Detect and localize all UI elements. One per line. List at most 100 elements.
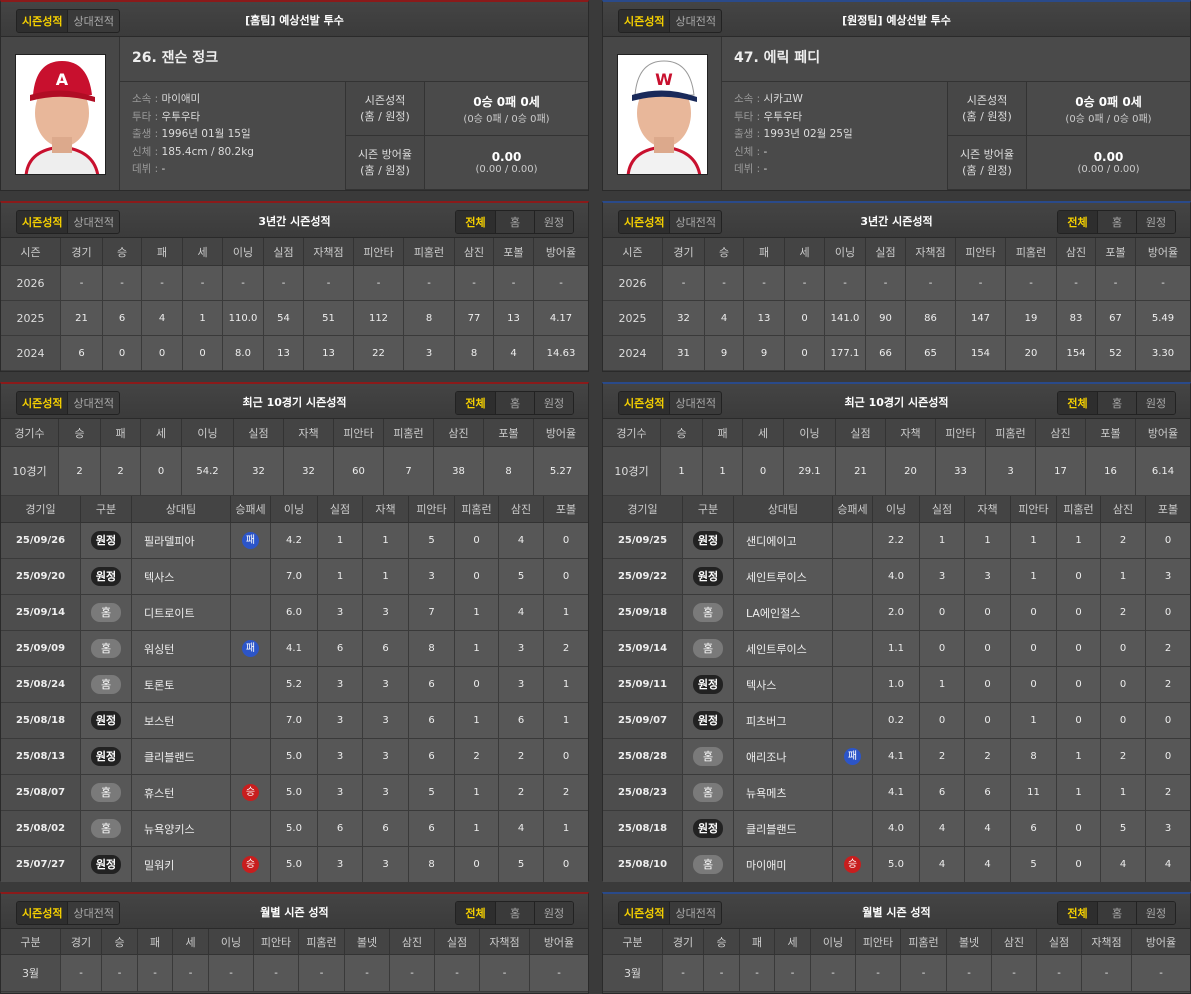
season3-row-cell: 2025	[1, 301, 61, 336]
game-er: 3	[363, 703, 409, 739]
filter-home[interactable]: 홈	[1097, 902, 1136, 924]
filter-home[interactable]: 홈	[1097, 211, 1136, 233]
filter-all[interactable]: 전체	[1058, 211, 1097, 233]
game-er: 1	[363, 523, 409, 559]
filter-home[interactable]: 홈	[495, 392, 534, 414]
filter-away[interactable]: 원정	[1136, 211, 1175, 233]
filter-away[interactable]: 원정	[1136, 902, 1175, 924]
monthly-header-row-cell: 경기	[61, 929, 102, 955]
filter-home[interactable]: 홈	[495, 211, 534, 233]
recent-summary-row-cell: 3	[986, 447, 1036, 496]
filter-all[interactable]: 전체	[456, 902, 495, 924]
game-h: 8	[409, 631, 455, 667]
season3-row-cell: -	[663, 266, 705, 301]
season3-row-cell: 1	[183, 301, 223, 336]
tab-head-to-head[interactable]: 상대전적	[73, 907, 114, 920]
game-date: 25/09/14	[603, 631, 683, 667]
game-result	[833, 559, 873, 595]
recent-summary-header-row-cell: 이닝	[784, 419, 836, 447]
season3-row-cell: 0	[103, 336, 142, 371]
recent-summary-header-row-cell: 포볼	[1086, 419, 1136, 447]
home-away-badge: 원정	[693, 531, 723, 550]
game-ip: 1.0	[873, 667, 920, 703]
season3-header-row-cell: 피안타	[354, 238, 404, 266]
recent-summary-row-cell: 16	[1086, 447, 1136, 496]
filter-home[interactable]: 홈	[495, 902, 534, 924]
game-so: 2	[1101, 523, 1146, 559]
tab-season-stats[interactable]: 시즌성적	[17, 10, 69, 32]
season3-header-row-cell: 피안타	[956, 238, 1006, 266]
game-h: 6	[409, 703, 455, 739]
tab-head-to-head[interactable]: 상대전적	[73, 397, 114, 410]
season3-row-cell: 2025	[603, 301, 663, 336]
game-log-row: 25/08/10 홈 마이애미 승 5.0 4 4 5 0 4 4	[603, 847, 1190, 883]
monthly-row-cell: 3월	[603, 955, 663, 992]
game-type: 원정	[81, 847, 132, 883]
game-r: 4	[920, 847, 965, 883]
panel-title: 월별 시즌 성적	[862, 906, 931, 919]
tab-head-to-head[interactable]: 상대전적	[675, 907, 716, 920]
monthly-row-cell: -	[811, 955, 856, 992]
filter-all[interactable]: 전체	[1058, 902, 1097, 924]
game-hr: 0	[455, 847, 499, 883]
tab-season-stats[interactable]: 시즌성적	[17, 392, 69, 414]
season3-row: 2025 21 6 4 1 110.0 54 51 112 8 77 13 4.17	[1, 301, 588, 336]
filter-all[interactable]: 전체	[456, 392, 495, 414]
tab-season-stats[interactable]: 시즌성적	[619, 211, 671, 233]
game-er: 4	[965, 847, 1011, 883]
game-result: 패	[833, 739, 873, 775]
tab-season-stats[interactable]: 시즌성적	[619, 902, 671, 924]
game-ip: 5.0	[271, 775, 318, 811]
game-so: 4	[1101, 847, 1146, 883]
panel-header: 시즌성적 상대전적 월별 시즌 성적 전체 홈 원정	[1, 894, 588, 929]
game-hr: 2	[455, 739, 499, 775]
game-log-header-row-cell: 이닝	[271, 496, 318, 523]
game-hr: 0	[455, 523, 499, 559]
season3-header-row-cell: 자책점	[906, 238, 956, 266]
tab-head-to-head[interactable]: 상대전적	[675, 15, 716, 28]
monthly-row-cell: -	[530, 955, 588, 992]
game-er: 6	[363, 631, 409, 667]
filter-home[interactable]: 홈	[1097, 392, 1136, 414]
pitcher-profile: A 26. 잰슨 정크 소속 : 마이애미 투타 : 우투우타 출생 : 1996년 0…	[1, 37, 588, 190]
tab-season-stats[interactable]: 시즌성적	[619, 10, 671, 32]
home-away-badge: 홈	[91, 675, 121, 694]
game-er: 3	[363, 739, 409, 775]
filter-all[interactable]: 전체	[456, 211, 495, 233]
stat-value-split: (0.00 / 0.00)	[1077, 164, 1140, 175]
monthly-header-row-cell: 구분	[1, 929, 61, 955]
season3-row-cell: 112	[354, 301, 404, 336]
season3-row-cell: 8.0	[223, 336, 264, 371]
recent-summary-header-row-cell: 승	[661, 419, 703, 447]
filter-all[interactable]: 전체	[1058, 392, 1097, 414]
filter-away[interactable]: 원정	[534, 211, 573, 233]
game-log-row: 25/09/07 원정 피츠버그 0.2 0 0 1 0 0 0	[603, 703, 1190, 739]
season3-header-row-cell: 실점	[264, 238, 304, 266]
tab-head-to-head[interactable]: 상대전적	[675, 397, 716, 410]
game-date: 25/08/18	[603, 811, 683, 847]
monthly-row-cell: -	[704, 955, 740, 992]
tab-head-to-head[interactable]: 상대전적	[73, 15, 114, 28]
season3-row-cell: 8	[455, 336, 494, 371]
filter-away[interactable]: 원정	[1136, 392, 1175, 414]
tab-head-to-head[interactable]: 상대전적	[73, 216, 114, 229]
tab-season-stats[interactable]: 시즌성적	[17, 211, 69, 233]
tab-season-stats[interactable]: 시즌성적	[619, 392, 671, 414]
panel-header: 시즌성적 상대전적 최근 10경기 시즌성적 전체 홈 원정	[1, 384, 588, 419]
recent-summary-row-cell: 2	[101, 447, 141, 496]
game-opp: 샌디에이고	[734, 523, 833, 559]
season3-row-cell: -	[866, 266, 906, 301]
tab-season-stats[interactable]: 시즌성적	[17, 902, 69, 924]
tab-head-to-head[interactable]: 상대전적	[675, 216, 716, 229]
season3-row-cell: 9	[705, 336, 744, 371]
monthly-row-cell: -	[901, 955, 947, 992]
game-result	[231, 595, 271, 631]
stat-label-split: (홈 / 원정)	[962, 163, 1012, 177]
game-er: 6	[363, 811, 409, 847]
info-body-value: 185.4cm / 80.2kg	[161, 145, 254, 158]
filter-away[interactable]: 원정	[534, 902, 573, 924]
game-log-row: 25/08/18 원정 보스턴 7.0 3 3 6 1 6 1	[1, 703, 588, 739]
info-debut-value: -	[763, 163, 768, 175]
filter-away[interactable]: 원정	[534, 392, 573, 414]
season3-row: 2026- - - - - - - - - - - -	[603, 266, 1190, 301]
